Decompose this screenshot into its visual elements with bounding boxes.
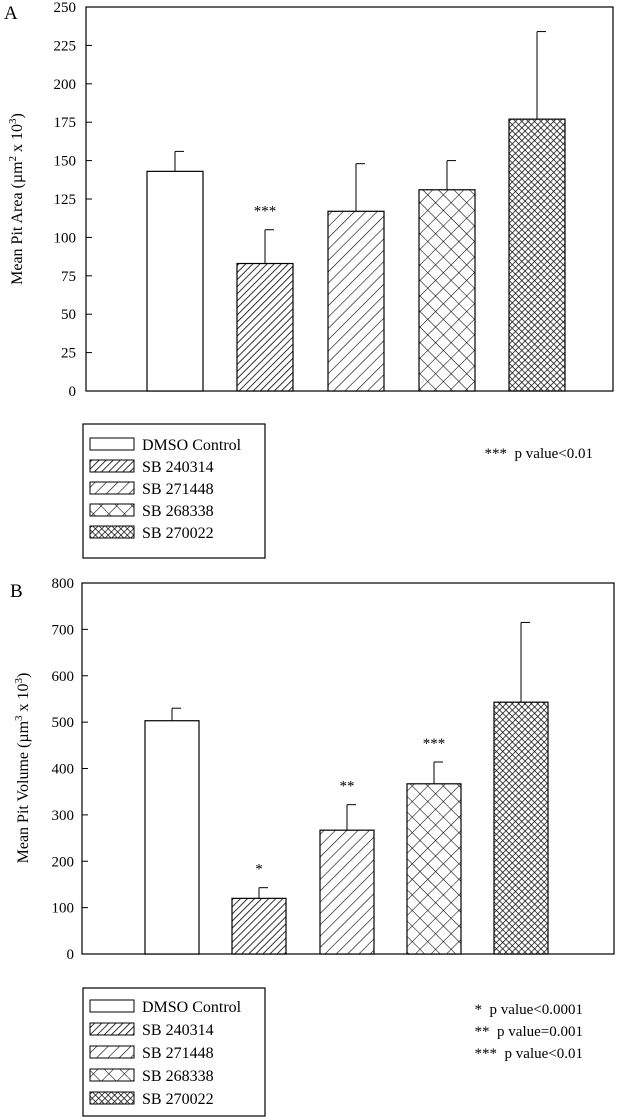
bar-a-2 <box>236 262 294 392</box>
y-tick-label-a: 225 <box>54 38 77 54</box>
y-tick-label-a: 100 <box>54 230 77 246</box>
legend-swatch-b-4 <box>89 1068 135 1082</box>
legend-label-a: SB 270022 <box>142 525 214 542</box>
bar-b-2 <box>231 897 287 955</box>
significance-marker-b: ** <box>340 779 355 795</box>
y-tick-label-b: 700 <box>52 622 75 638</box>
y-axis-b: 0 100 200 300 400 500 600 700 800 <box>52 576 88 963</box>
y-tick-label-b: 0 <box>67 947 75 963</box>
legend-swatch-b-5 <box>89 1091 135 1105</box>
bar-b-3 <box>319 829 375 955</box>
significance-marker-b: *** <box>423 736 446 752</box>
bar-a-5 <box>508 118 566 392</box>
y-tick-label-a: 200 <box>54 77 77 93</box>
significance-marker-a: *** <box>254 204 277 220</box>
p-value-note-b: * p value<0.0001 <box>475 1002 583 1018</box>
y-tick-label-a: 125 <box>54 192 77 208</box>
notes-b: * p value<0.0001 ** p value=0.001 *** p va… <box>475 1002 583 1062</box>
y-axis-a: 0 25 50 75 100 125 150 175 200 225 250 <box>54 0 92 400</box>
y-tick-label-a: 250 <box>54 0 77 16</box>
legend-swatch-a-2 <box>89 459 135 473</box>
bar-b-1 <box>144 720 200 955</box>
legend-label-b: SB 271448 <box>142 1045 214 1062</box>
legend-swatch-a-1 <box>89 437 135 451</box>
bars-b: ****** <box>144 621 549 955</box>
legend-b: DMSO Control SB 240314 SB 271448 SB 268338 S… <box>89 999 242 1108</box>
y-tick-label-b: 400 <box>52 762 75 778</box>
notes-a: *** p value<0.01 <box>485 446 593 462</box>
legend-label-a: SB 271448 <box>142 481 214 498</box>
panel-a: A 0 25 50 75 100 125 150 175 200 225 250 Mean Pit … <box>4 0 614 559</box>
bar-a-3 <box>327 210 385 392</box>
panel-b: B 0 100 200 300 400 500 600 700 800 Mean Pit Vol… <box>10 576 615 1117</box>
y-tick-label-b: 600 <box>52 669 75 685</box>
y-tick-label-a: 150 <box>54 154 77 170</box>
legend-box-b <box>82 987 266 1117</box>
y-tick-label-a: 25 <box>61 346 76 362</box>
legend-label-a: SB 268338 <box>142 503 214 520</box>
p-value-note-b: *** p value<0.01 <box>475 1046 583 1062</box>
y-tick-label-b: 100 <box>52 901 75 917</box>
legend-swatch-a-5 <box>89 525 135 539</box>
legend-swatch-a-3 <box>89 481 135 495</box>
legend-label-a: SB 240314 <box>142 459 214 476</box>
y-tick-label-b: 500 <box>52 715 75 731</box>
panel-label-b: B <box>10 581 23 602</box>
bar-b-4 <box>406 783 462 955</box>
legend-a: DMSO Control SB 240314 SB 271448 SB 268338 S… <box>89 437 242 542</box>
legend-swatch-a-4 <box>89 503 135 517</box>
bar-a-4 <box>418 189 476 392</box>
p-value-note-b: ** p value=0.001 <box>475 1024 583 1040</box>
legend-label-b: SB 240314 <box>142 1022 214 1039</box>
legend-label-b: SB 270022 <box>142 1091 214 1108</box>
legend-swatch-b-2 <box>89 1022 135 1036</box>
legend-label-a: DMSO Control <box>142 437 242 454</box>
panel-label-a: A <box>4 3 18 24</box>
bar-b-5 <box>493 701 549 955</box>
y-tick-label-a: 175 <box>54 115 77 131</box>
bars-a: *** <box>146 31 566 392</box>
y-tick-label-a: 50 <box>61 307 76 323</box>
y-tick-label-b: 200 <box>52 854 75 870</box>
legend-swatch-b-3 <box>89 1045 135 1059</box>
bar-a-1 <box>146 170 204 392</box>
legend-label-b: DMSO Control <box>142 999 242 1016</box>
y-tick-label-b: 800 <box>52 576 75 592</box>
y-axis-label-a: Mean Pit Area (µm2 x 103) <box>7 113 26 285</box>
legend-box-a <box>82 423 266 559</box>
y-axis-label-b: Mean Pit Volume (µm3 x 103) <box>13 673 32 864</box>
p-value-note-a: *** p value<0.01 <box>485 446 593 462</box>
y-tick-label-a: 0 <box>69 384 77 400</box>
y-tick-label-b: 300 <box>52 808 75 824</box>
significance-marker-b: * <box>255 862 263 878</box>
y-tick-label-a: 75 <box>61 269 76 285</box>
legend-swatch-b-1 <box>89 999 135 1013</box>
legend-label-b: SB 268338 <box>142 1068 214 1085</box>
